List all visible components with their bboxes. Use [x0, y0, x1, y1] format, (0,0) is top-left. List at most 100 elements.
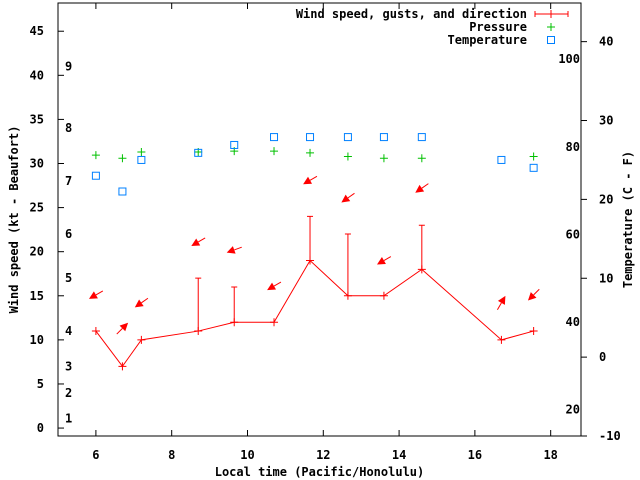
- wind-speed-point: [379, 291, 388, 300]
- wind-direction-arrow-head: [267, 282, 277, 291]
- wind-speed-point: [91, 327, 100, 336]
- wind-direction-arrow-shaft: [383, 256, 392, 261]
- x-tick-label: 10: [240, 448, 254, 462]
- fahrenheit-label: 40: [566, 315, 580, 329]
- pressure-point: [343, 152, 352, 161]
- wind-direction-arrow-head: [88, 291, 98, 299]
- beaufort-label: 2: [65, 386, 72, 400]
- wind-direction-arrow-head: [191, 238, 201, 246]
- y-tick-label: 5: [37, 377, 44, 391]
- wind-direction-arrow-shaft: [116, 328, 123, 335]
- beaufort-label: 9: [65, 59, 72, 73]
- temperature-point: [306, 133, 315, 142]
- beaufort-label: 4: [65, 324, 72, 338]
- temperature-point: [270, 133, 279, 142]
- beaufort-label: 7: [65, 174, 72, 188]
- wind-gust-bar: [195, 277, 202, 332]
- wind-direction-arrow-head: [497, 295, 506, 305]
- wind-gust-bar: [231, 286, 238, 323]
- wind-gust-bar: [307, 215, 314, 261]
- y-tick-label: 30: [30, 157, 44, 171]
- temperature-point: [529, 163, 538, 172]
- wind-speed-point: [497, 335, 506, 344]
- legend-label: Wind speed, gusts, and direction: [296, 7, 527, 21]
- fahrenheit-label: 100: [558, 52, 580, 66]
- x-tick-label: 8: [168, 448, 175, 462]
- y2-tick-label: -10: [599, 429, 621, 443]
- legend-label: Temperature: [448, 33, 527, 47]
- wind-direction-arrow-shaft: [234, 246, 242, 251]
- temperature-point: [497, 155, 506, 164]
- pressure-point: [417, 154, 426, 163]
- wind-direction-arrow-head: [303, 176, 313, 185]
- y2-axis-title: Temperature (C - F): [621, 151, 635, 288]
- temperature-point: [118, 187, 127, 196]
- beaufort-label: 3: [65, 359, 72, 373]
- wind-direction-arrow-shaft: [141, 297, 149, 304]
- wind-direction-arrow-head: [119, 322, 129, 332]
- y2-tick-label: 40: [599, 35, 613, 49]
- plot-border: [57, 2, 582, 437]
- wind-direction-arrow-head: [376, 257, 386, 265]
- wind-direction-arrow-shaft: [533, 288, 540, 296]
- pressure-point: [379, 154, 388, 163]
- wind-direction-arrow-head: [226, 246, 236, 254]
- wind-direction-arrow-shaft: [421, 183, 429, 189]
- x-tick-label: 14: [392, 448, 406, 462]
- wind-direction-arrow-head: [134, 299, 144, 308]
- y-axis-title: Wind speed (kt - Beaufort): [7, 126, 21, 314]
- x-tick-label: 16: [468, 448, 482, 462]
- wind-speed-point: [270, 318, 279, 327]
- y2-tick-label: 20: [599, 192, 613, 206]
- wind-direction-arrow-shaft: [496, 302, 502, 311]
- wind-gust-bar: [418, 224, 425, 270]
- beaufort-label: 6: [65, 227, 72, 241]
- fahrenheit-label: 20: [566, 403, 580, 417]
- pressure-point: [529, 152, 538, 161]
- y2-tick-label: 10: [599, 271, 613, 285]
- temperature-point: [379, 133, 388, 142]
- x-axis-title: Local time (Pacific/Honolulu): [215, 465, 425, 479]
- y2-tick-label: 0: [599, 350, 606, 364]
- x-tick-label: 6: [92, 448, 99, 462]
- legend-wind-symbol: [534, 10, 569, 18]
- legend-pressure-symbol: [547, 23, 555, 31]
- wind-direction-arrow-shaft: [309, 175, 318, 181]
- wind-direction-arrow-head: [341, 194, 351, 203]
- fahrenheit-label: 60: [566, 227, 580, 241]
- y-tick-label: 40: [30, 68, 44, 82]
- pressure-point: [270, 147, 279, 156]
- pressure-point: [137, 148, 146, 157]
- wind-speed-point: [118, 362, 127, 371]
- wind-speed-point: [137, 335, 146, 344]
- temperature-point: [343, 133, 352, 142]
- x-tick-label: 12: [316, 448, 330, 462]
- y-tick-label: 20: [30, 245, 44, 259]
- y2-tick-label: 30: [599, 114, 613, 128]
- beaufort-label: 5: [65, 271, 72, 285]
- y-tick-label: 0: [37, 421, 44, 435]
- x-tick-label: 18: [543, 448, 557, 462]
- pressure-point: [306, 148, 315, 157]
- wind-direction-arrow-shaft: [95, 290, 104, 296]
- wind-direction-arrow-shaft: [197, 237, 206, 243]
- temperature-point: [137, 155, 146, 164]
- beaufort-label: 8: [65, 121, 72, 135]
- pressure-point: [91, 151, 100, 160]
- legend-label: Pressure: [469, 20, 527, 34]
- wind-speed-line: [95, 259, 534, 368]
- temperature-point: [230, 140, 239, 149]
- fahrenheit-label: 80: [566, 140, 580, 154]
- legend-temperature-symbol: [547, 36, 555, 44]
- wind-direction-arrow-head: [415, 184, 425, 193]
- temperature-point: [417, 133, 426, 142]
- temperature-point: [91, 171, 100, 180]
- wind-direction-arrow-shaft: [273, 281, 282, 287]
- wind-direction-arrow-head: [527, 292, 537, 301]
- wind-direction-arrow-shaft: [347, 192, 355, 199]
- pressure-point: [118, 154, 127, 163]
- beaufort-label: 1: [65, 411, 72, 425]
- y-tick-label: 15: [30, 289, 44, 303]
